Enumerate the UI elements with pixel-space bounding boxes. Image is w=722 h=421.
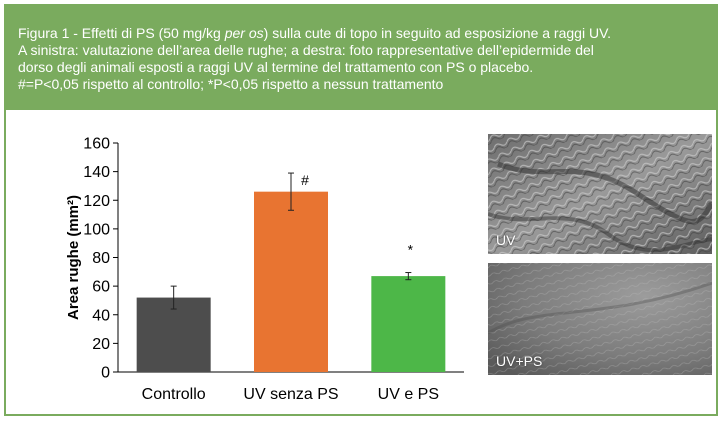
photo-uv: UV bbox=[488, 134, 712, 254]
caption-line-4: #=P<0,05 rispetto al controllo; *P<0,05 … bbox=[18, 76, 444, 92]
skin-texture-uv-ps bbox=[488, 263, 712, 375]
photo-uv-ps: UV+PS bbox=[488, 263, 712, 375]
photo-label-uv: UV bbox=[496, 232, 516, 248]
y-tick-label: 100 bbox=[83, 221, 110, 238]
caption-prefix: Figura 1 - Effetti di PS (50 mg/kg bbox=[18, 25, 225, 41]
photo-label-uv-ps: UV+PS bbox=[496, 353, 543, 369]
y-tick-label: 0 bbox=[101, 365, 110, 382]
significance-label: * bbox=[408, 242, 414, 258]
bar bbox=[254, 191, 328, 372]
bar-chart: 0 20 40 60 80 100 120 140 160 Controllo # UV senza… bbox=[65, 136, 464, 403]
chart-axis: 0 20 40 60 80 100 120 140 160 bbox=[83, 136, 464, 382]
skin-texture-uv bbox=[488, 134, 712, 254]
caption-line-3: dorso degli animali esposti a raggi UV a… bbox=[18, 59, 534, 75]
caption-italic: per os bbox=[224, 25, 264, 41]
y-tick-label: 20 bbox=[92, 336, 110, 353]
y-axis-label: Area rughe (mm²) bbox=[65, 195, 82, 320]
y-tick-label: 40 bbox=[92, 307, 110, 324]
caption-line-1: Figura 1 - Effetti di PS (50 mg/kg per o… bbox=[18, 25, 706, 42]
caption-line-2: A sinistra: valutazione dell’area delle … bbox=[18, 42, 594, 58]
figure: Figura 1 - Effetti di PS (50 mg/kg per o… bbox=[4, 4, 718, 416]
chart-bars: Controllo # UV senza PS * UV e PS bbox=[136, 172, 446, 403]
bar bbox=[371, 276, 446, 372]
significance-label: # bbox=[301, 172, 309, 188]
bar bbox=[136, 297, 211, 372]
y-tick-label: 120 bbox=[83, 193, 110, 210]
y-tick-label: 160 bbox=[83, 136, 110, 153]
category-label: UV senza PS bbox=[243, 386, 338, 403]
y-tick-label: 80 bbox=[92, 250, 110, 267]
caption-suffix: ) sulla cute di topo in seguito ad espos… bbox=[263, 25, 612, 41]
y-tick-label: 140 bbox=[83, 164, 110, 181]
y-tick-label: 60 bbox=[92, 279, 110, 296]
category-label: UV e PS bbox=[378, 386, 439, 403]
category-label: Controllo bbox=[142, 386, 206, 403]
figure-caption: Figura 1 - Effetti di PS (50 mg/kg per o… bbox=[6, 6, 716, 110]
